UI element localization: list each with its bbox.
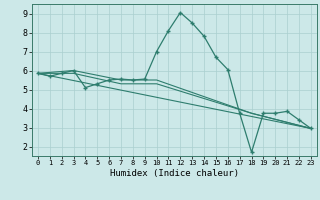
X-axis label: Humidex (Indice chaleur): Humidex (Indice chaleur): [110, 169, 239, 178]
